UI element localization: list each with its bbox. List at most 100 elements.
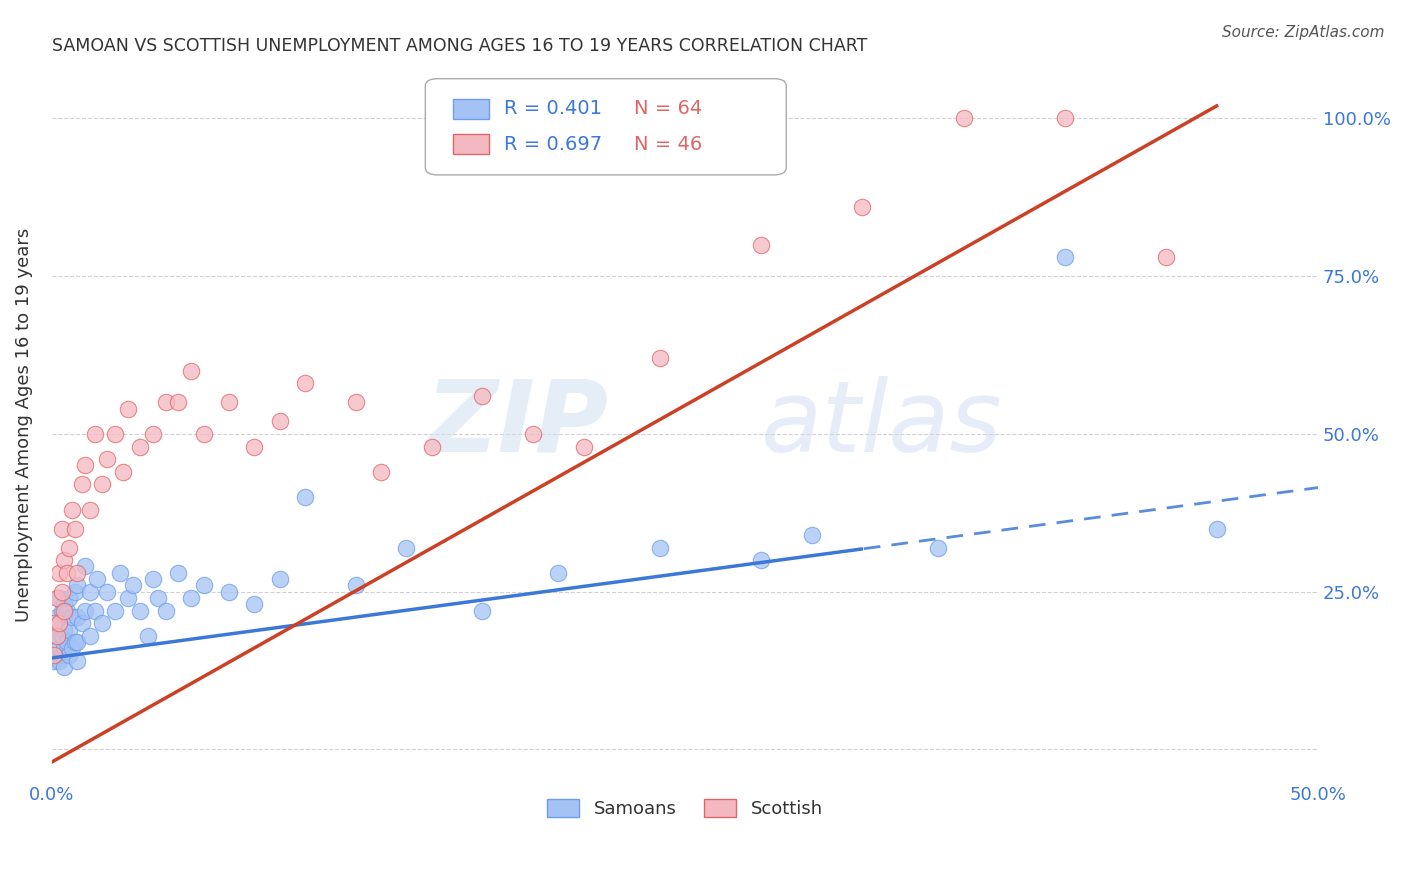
Point <box>53 597 76 611</box>
Text: N = 46: N = 46 <box>634 135 703 153</box>
Point <box>142 426 165 441</box>
Point <box>180 364 202 378</box>
Point <box>51 629 73 643</box>
Point <box>63 635 86 649</box>
Point <box>66 654 89 668</box>
Point <box>86 572 108 586</box>
Text: ZIP: ZIP <box>426 376 609 473</box>
Point <box>79 502 101 516</box>
Point <box>66 578 89 592</box>
Point <box>1205 522 1227 536</box>
Point <box>66 635 89 649</box>
Point <box>83 604 105 618</box>
Point <box>44 623 66 637</box>
Point <box>53 641 76 656</box>
Text: R = 0.401: R = 0.401 <box>503 99 602 118</box>
Point <box>45 610 67 624</box>
Point <box>91 477 114 491</box>
Point <box>193 426 215 441</box>
Point <box>48 591 70 605</box>
Point <box>45 629 67 643</box>
Point <box>344 578 367 592</box>
Point <box>56 566 79 580</box>
Point <box>70 477 93 491</box>
Point <box>146 591 169 605</box>
Point <box>45 629 67 643</box>
Point <box>79 584 101 599</box>
Point <box>58 591 80 605</box>
Y-axis label: Unemployment Among Ages 16 to 19 years: Unemployment Among Ages 16 to 19 years <box>15 227 32 622</box>
Point <box>53 553 76 567</box>
Point <box>96 452 118 467</box>
Point <box>269 572 291 586</box>
Point <box>117 401 139 416</box>
Point <box>51 584 73 599</box>
Point <box>370 465 392 479</box>
Point <box>51 648 73 662</box>
Point <box>104 604 127 618</box>
FancyBboxPatch shape <box>453 135 489 154</box>
Point <box>129 604 152 618</box>
Point <box>952 112 974 126</box>
Point <box>44 654 66 668</box>
Point <box>73 458 96 473</box>
Point <box>648 351 671 366</box>
Point <box>53 660 76 674</box>
Point <box>344 395 367 409</box>
Point <box>269 414 291 428</box>
Point <box>294 376 316 391</box>
Point <box>48 616 70 631</box>
Point <box>927 541 949 555</box>
Point <box>66 566 89 580</box>
Point <box>44 648 66 662</box>
Point <box>104 426 127 441</box>
Point <box>108 566 131 580</box>
Point <box>395 541 418 555</box>
Point <box>294 490 316 504</box>
Point <box>53 623 76 637</box>
Point <box>1154 250 1177 264</box>
Point <box>155 395 177 409</box>
Point <box>60 610 83 624</box>
Point <box>1053 250 1076 264</box>
Point <box>471 389 494 403</box>
Point <box>56 604 79 618</box>
Point <box>48 654 70 668</box>
Point <box>749 553 772 567</box>
Point <box>471 604 494 618</box>
Point <box>218 395 240 409</box>
Point <box>218 584 240 599</box>
Point <box>155 604 177 618</box>
Text: Source: ZipAtlas.com: Source: ZipAtlas.com <box>1222 25 1385 40</box>
Point <box>48 566 70 580</box>
Text: SAMOAN VS SCOTTISH UNEMPLOYMENT AMONG AGES 16 TO 19 YEARS CORRELATION CHART: SAMOAN VS SCOTTISH UNEMPLOYMENT AMONG AG… <box>52 37 868 55</box>
Point <box>70 616 93 631</box>
Point <box>167 395 190 409</box>
Point <box>58 648 80 662</box>
Point <box>73 559 96 574</box>
Point <box>56 635 79 649</box>
Point <box>117 591 139 605</box>
Point <box>243 597 266 611</box>
Point <box>1053 112 1076 126</box>
Point <box>51 604 73 618</box>
Point <box>96 584 118 599</box>
Text: N = 64: N = 64 <box>634 99 703 118</box>
Point <box>63 584 86 599</box>
Point <box>60 641 83 656</box>
Point <box>58 623 80 637</box>
Point <box>60 502 83 516</box>
Point <box>44 616 66 631</box>
Point <box>51 522 73 536</box>
Point <box>142 572 165 586</box>
Point <box>180 591 202 605</box>
Point <box>83 426 105 441</box>
Point <box>63 522 86 536</box>
Point <box>420 440 443 454</box>
Point <box>48 616 70 631</box>
FancyBboxPatch shape <box>426 78 786 175</box>
Point <box>45 591 67 605</box>
Text: atlas: atlas <box>761 376 1002 473</box>
Point <box>547 566 569 580</box>
Point <box>129 440 152 454</box>
